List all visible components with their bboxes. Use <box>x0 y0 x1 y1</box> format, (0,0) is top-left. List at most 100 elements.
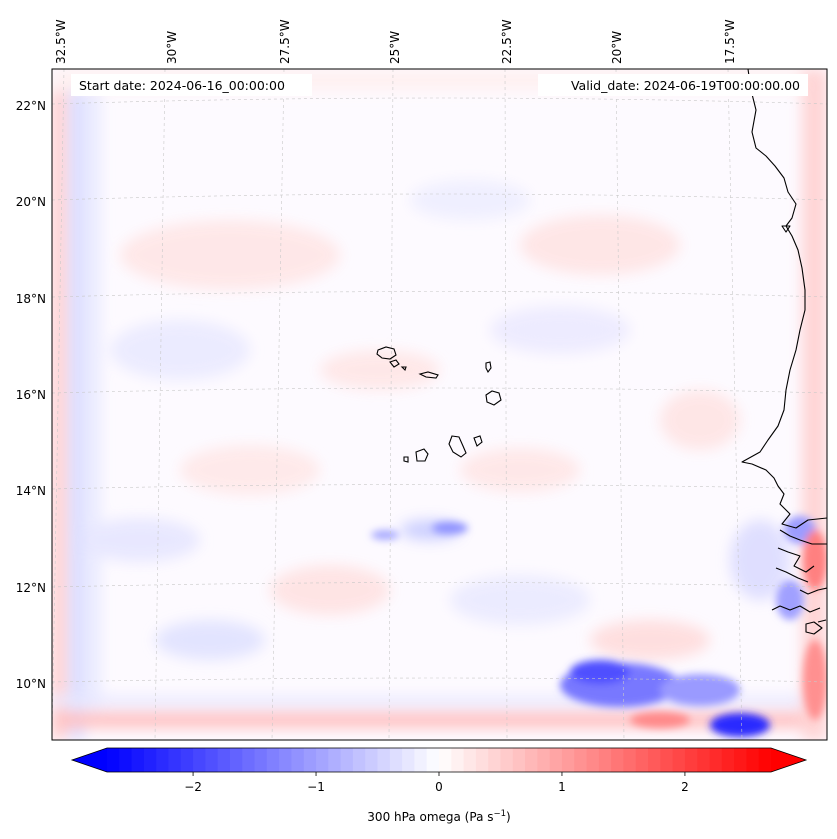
colorbar-cell <box>316 748 329 772</box>
lon-label: 30°W <box>165 31 179 64</box>
colorbar-cell <box>709 748 723 772</box>
colorbar-cell <box>143 748 157 772</box>
colorbar-cell <box>746 748 760 772</box>
lon-label: 27.5°W <box>278 19 292 64</box>
valid-date-box <box>538 74 808 96</box>
colorbar-cell <box>229 748 243 772</box>
island-sal <box>485 361 492 374</box>
lon-label: 25°W <box>388 31 402 64</box>
colorbar-cell <box>561 748 575 772</box>
colorbar-tick-label: −2 <box>184 780 202 794</box>
lon-label: 20°W <box>610 31 624 64</box>
colorbar-cell <box>721 748 735 772</box>
island-santo-antao <box>376 346 397 360</box>
latitude-labels: 22°N 20°N 18°N 16°N 14°N 12°N 10°N <box>16 99 46 691</box>
colorbar-cell <box>512 748 526 772</box>
colorbar-cell <box>439 748 452 772</box>
colorbar-cell <box>414 748 428 772</box>
colorbar-cell <box>697 748 711 772</box>
colorbar-cell <box>389 748 403 772</box>
lat-label: 22°N <box>16 99 46 113</box>
map-panel: Start date: 2024-06-16_00:00:00 Valid_da… <box>52 69 827 740</box>
lat-label: 16°N <box>16 388 46 402</box>
lat-label: 10°N <box>16 677 46 691</box>
graticule <box>52 69 827 740</box>
colorbar-cell <box>168 748 182 772</box>
colorbar-cell <box>684 748 698 772</box>
island-sao-nicolau <box>418 371 439 379</box>
colorbar-cell <box>488 748 502 772</box>
colorbar-cell <box>291 748 305 772</box>
colorbar-cell <box>254 748 268 772</box>
colorbar-outline <box>70 747 808 773</box>
lat-label: 20°N <box>16 195 46 209</box>
colorbar-cell <box>660 748 674 772</box>
colorbar-cell <box>586 748 600 772</box>
colorbar-cell <box>402 748 416 772</box>
island-santa-luzia <box>400 366 407 372</box>
island-brava <box>403 456 409 463</box>
colorbar-tick-label: 1 <box>558 780 566 794</box>
cape-verde-islands <box>376 346 502 463</box>
colorbar: −2 −1 0 1 2 300 hPa omega (Pa s−1) <box>70 747 808 824</box>
lat-label: 18°N <box>16 292 46 306</box>
colorbar-ticks: −2 −1 0 1 2 <box>184 772 689 794</box>
colorbar-tick-label: 2 <box>681 780 689 794</box>
colorbar-cell <box>180 748 194 772</box>
colorbar-cell <box>119 748 133 772</box>
colorbar-cell <box>574 748 588 772</box>
colorbar-cell <box>623 748 637 772</box>
colorbar-tick-label: 0 <box>435 780 443 794</box>
colorbar-cell <box>303 748 317 772</box>
island-maio <box>473 435 483 447</box>
colorbar-cell <box>279 748 293 772</box>
colorbar-cell <box>156 748 170 772</box>
colorbar-cell <box>475 748 489 772</box>
colorbar-cell <box>193 748 206 772</box>
island-sao-vicente <box>389 359 400 368</box>
colorbar-cell <box>500 748 514 772</box>
colorbar-cell <box>549 748 563 772</box>
lon-label: 17.5°W <box>723 19 737 64</box>
island-fogo <box>415 448 429 462</box>
colorbar-cell <box>598 748 612 772</box>
colorbar-cell <box>107 748 120 772</box>
colorbar-cell <box>340 748 354 772</box>
colorbar-cell <box>242 748 256 772</box>
colorbar-cell <box>451 748 465 772</box>
colorbar-cell <box>672 748 686 772</box>
colorbar-cell <box>131 748 145 772</box>
colorbar-extend-min <box>72 748 107 772</box>
colorbar-cell <box>328 748 342 772</box>
colorbar-tick-label: −1 <box>307 780 325 794</box>
start-date-box <box>71 74 312 96</box>
valid-date-label: Valid_date: 2024-06-19T00:00:00.00 <box>571 78 800 93</box>
colorbar-cell <box>463 748 477 772</box>
colorbar-cell <box>352 748 366 772</box>
colorbar-cell <box>537 748 551 772</box>
colorbar-cell <box>611 748 625 772</box>
lon-label: 22.5°W <box>500 19 514 64</box>
longitude-labels: 32.5°W 30°W 27.5°W 25°W 22.5°W 20°W 17.5… <box>54 19 737 64</box>
colorbar-extend-max <box>771 748 806 772</box>
colorbar-cell <box>377 748 391 772</box>
lat-label: 14°N <box>16 484 46 498</box>
island-santiago <box>448 435 467 458</box>
colorbar-cell <box>758 748 772 772</box>
colorbar-label: 300 hPa omega (Pa s−1) <box>367 809 510 824</box>
colorbar-cell <box>365 748 379 772</box>
colorbar-cell <box>525 748 538 772</box>
map-frame <box>51 68 828 741</box>
west-africa-coastline <box>741 69 827 635</box>
colorbar-cell <box>266 748 280 772</box>
colorbar-cell <box>205 748 219 772</box>
colorbar-cell <box>648 748 661 772</box>
lat-label: 12°N <box>16 581 46 595</box>
colorbar-cell <box>426 748 440 772</box>
colorbar-cell <box>217 748 231 772</box>
colorbar-cell <box>635 748 649 772</box>
lon-label: 32.5°W <box>54 19 68 64</box>
colorbar-cells <box>107 748 772 772</box>
start-date-label: Start date: 2024-06-16_00:00:00 <box>79 78 285 93</box>
